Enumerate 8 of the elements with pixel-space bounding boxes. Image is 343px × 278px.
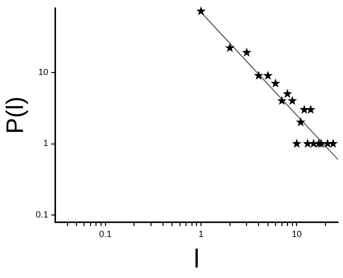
x-tick-label: 0.1: [99, 228, 112, 239]
y-tick-label: 10: [38, 66, 48, 77]
y-tick-label: 1: [43, 138, 48, 148]
y-tick-label: 0.1: [36, 210, 48, 220]
x-tick-label: 1: [198, 228, 204, 239]
x-tick-label: 10: [292, 228, 302, 239]
y-axis-title: P(l): [2, 96, 30, 134]
x-axis-title: l: [194, 244, 200, 274]
